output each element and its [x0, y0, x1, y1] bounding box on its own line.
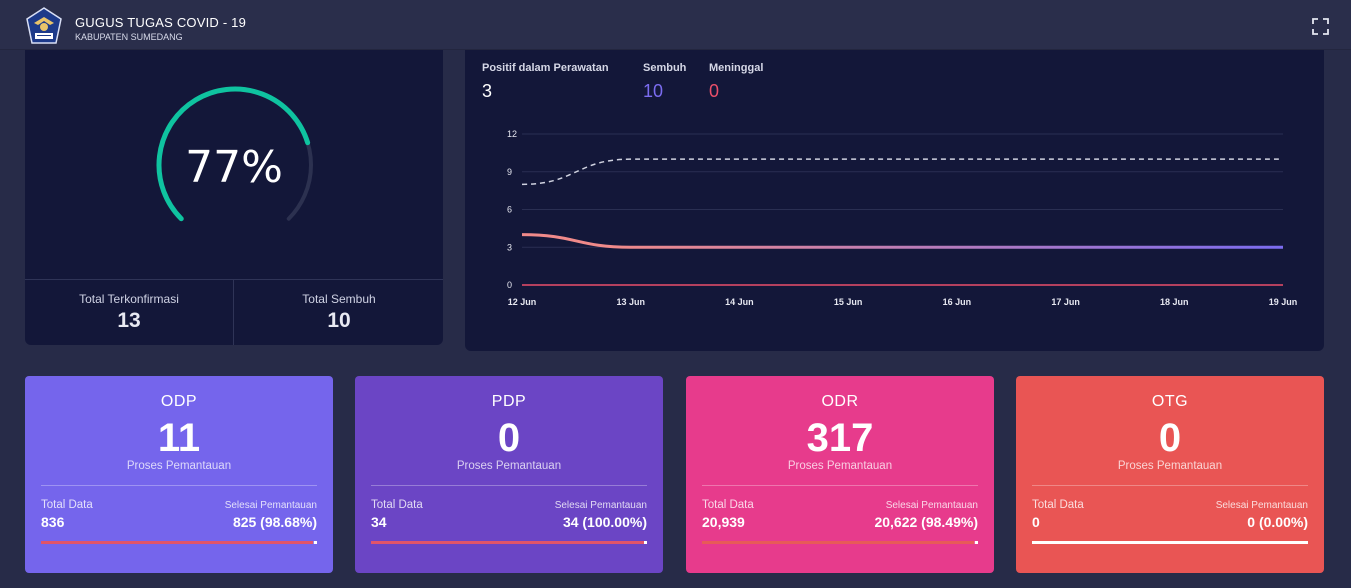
card-subtitle: Proses Pemantauan: [456, 460, 562, 472]
card-title: ODP: [160, 393, 198, 410]
legend-positive[interactable]: Positif dalam Perawatan 3: [482, 62, 609, 102]
divider: [25, 279, 443, 280]
progress-end: [975, 541, 978, 544]
recovery-gauge-card: 77% Total Terkonfirmasi 13 Total Sembuh …: [25, 50, 443, 345]
legend-recovered-value: 10: [643, 81, 664, 101]
legend-died-label: Meninggal: [709, 62, 764, 74]
total-data-value: 836: [41, 514, 65, 530]
divider: [702, 485, 978, 486]
x-tick-label: 15 Jun: [834, 297, 863, 307]
x-tick-label: 19 Jun: [1269, 297, 1298, 307]
gauge-fill: [156, 86, 311, 222]
card-subtitle: Proses Pemantauan: [1117, 460, 1223, 472]
y-tick-label: 12: [507, 129, 517, 139]
app-subtitle: KABUPATEN SUMEDANG: [75, 32, 183, 42]
card-value: 11: [157, 416, 201, 460]
card-value: 0: [497, 416, 521, 460]
card-title: PDP: [491, 393, 527, 410]
x-tick-label: 14 Jun: [725, 297, 754, 307]
x-tick-label: 16 Jun: [943, 297, 972, 307]
card-title: ODR: [821, 393, 859, 410]
divider: [233, 280, 234, 345]
total-confirmed: Total Terkonfirmasi 13: [25, 292, 233, 333]
progress-bar: [702, 541, 978, 544]
card-subtitle: Proses Pemantauan: [126, 460, 232, 472]
y-tick-label: 9: [507, 167, 512, 177]
total-data-value: 34: [371, 514, 387, 530]
card-subtitle: Proses Pemantauan: [787, 460, 893, 472]
garuda-emblem-icon: [26, 7, 62, 44]
x-tick-label: 18 Jun: [1160, 297, 1189, 307]
total-data-label: Total Data: [41, 499, 93, 511]
progress-end: [314, 541, 317, 544]
total-data-label: Total Data: [371, 499, 423, 511]
progress-fill: [702, 541, 974, 544]
card-odr[interactable]: ODR 317 Proses Pemantauan Total Data 20,…: [686, 376, 994, 573]
legend-died-value: 0: [709, 81, 720, 101]
progress-bar: [41, 541, 317, 544]
total-confirmed-value: 13: [117, 309, 141, 332]
top-header: GUGUS TUGAS COVID - 19 KABUPATEN SUMEDAN…: [0, 0, 1351, 50]
done-monitoring-label: Selesai Pemantauan: [1215, 500, 1308, 511]
trend-chart-card: Positif dalam Perawatan 3 Sembuh 10 Meni…: [465, 50, 1324, 351]
done-monitoring-value: 20,622 (98.49%): [874, 514, 978, 530]
series-recovered-line: [521, 158, 1283, 186]
divider: [1032, 485, 1308, 486]
series-positive-line: [521, 233, 1283, 249]
done-monitoring-value: 825 (98.68%): [232, 514, 317, 530]
recovery-percent: 77%: [185, 142, 283, 193]
done-monitoring-label: Selesai Pemantauan: [885, 500, 978, 511]
card-value: 0: [1158, 416, 1182, 460]
fullscreen-icon[interactable]: [1312, 18, 1329, 35]
legend-positive-label: Positif dalam Perawatan: [482, 62, 609, 74]
done-monitoring-label: Selesai Pemantauan: [554, 500, 647, 511]
progress-fill: [371, 541, 647, 544]
legend-recovered[interactable]: Sembuh 10: [643, 62, 686, 102]
app-title: GUGUS TUGAS COVID - 19: [75, 15, 247, 30]
card-title: OTG: [1151, 393, 1189, 410]
total-data-label: Total Data: [702, 499, 754, 511]
progress-end: [644, 541, 647, 544]
trend-line-chart: 0 3 6 9 12 12 Jun 13 Jun 14 Jun 15 Jun 16 Jun 17 J…: [507, 129, 1298, 307]
total-recovered-value: 10: [327, 309, 351, 332]
y-tick-label: 0: [507, 280, 512, 290]
progress-bar: [1032, 541, 1308, 544]
total-recovered: Total Sembuh 10: [235, 292, 443, 333]
x-tick-label: 17 Jun: [1051, 297, 1080, 307]
total-data-label: Total Data: [1032, 499, 1084, 511]
legend-died[interactable]: Meninggal 0: [709, 62, 763, 102]
legend-recovered-label: Sembuh: [643, 62, 687, 74]
progress-fill: [41, 541, 314, 544]
y-tick-label: 6: [507, 205, 512, 215]
y-tick-label: 3: [507, 242, 512, 252]
done-monitoring-value: 34 (100.00%): [562, 514, 647, 530]
x-tick-label: 13 Jun: [616, 297, 645, 307]
total-data-value: 20,939: [702, 514, 745, 530]
done-monitoring-label: Selesai Pemantauan: [224, 500, 317, 511]
done-monitoring-value: 0 (0.00%): [1247, 514, 1308, 530]
card-otg[interactable]: OTG 0 Proses Pemantauan Total Data 0 Sel…: [1016, 376, 1324, 573]
card-odp[interactable]: ODP 11 Proses Pemantauan Total Data 836 …: [25, 376, 333, 573]
card-pdp[interactable]: PDP 0 Proses Pemantauan Total Data 34 Se…: [355, 376, 663, 573]
legend-positive-value: 3: [482, 81, 493, 101]
divider: [371, 485, 647, 486]
total-data-value: 0: [1032, 514, 1040, 530]
total-recovered-label: Total Sembuh: [302, 292, 376, 306]
divider: [41, 485, 317, 486]
recovery-gauge: [156, 86, 313, 222]
x-tick-label: 12 Jun: [508, 297, 537, 307]
progress-bar: [371, 541, 647, 544]
card-value: 317: [806, 416, 874, 460]
total-confirmed-label: Total Terkonfirmasi: [79, 292, 179, 306]
